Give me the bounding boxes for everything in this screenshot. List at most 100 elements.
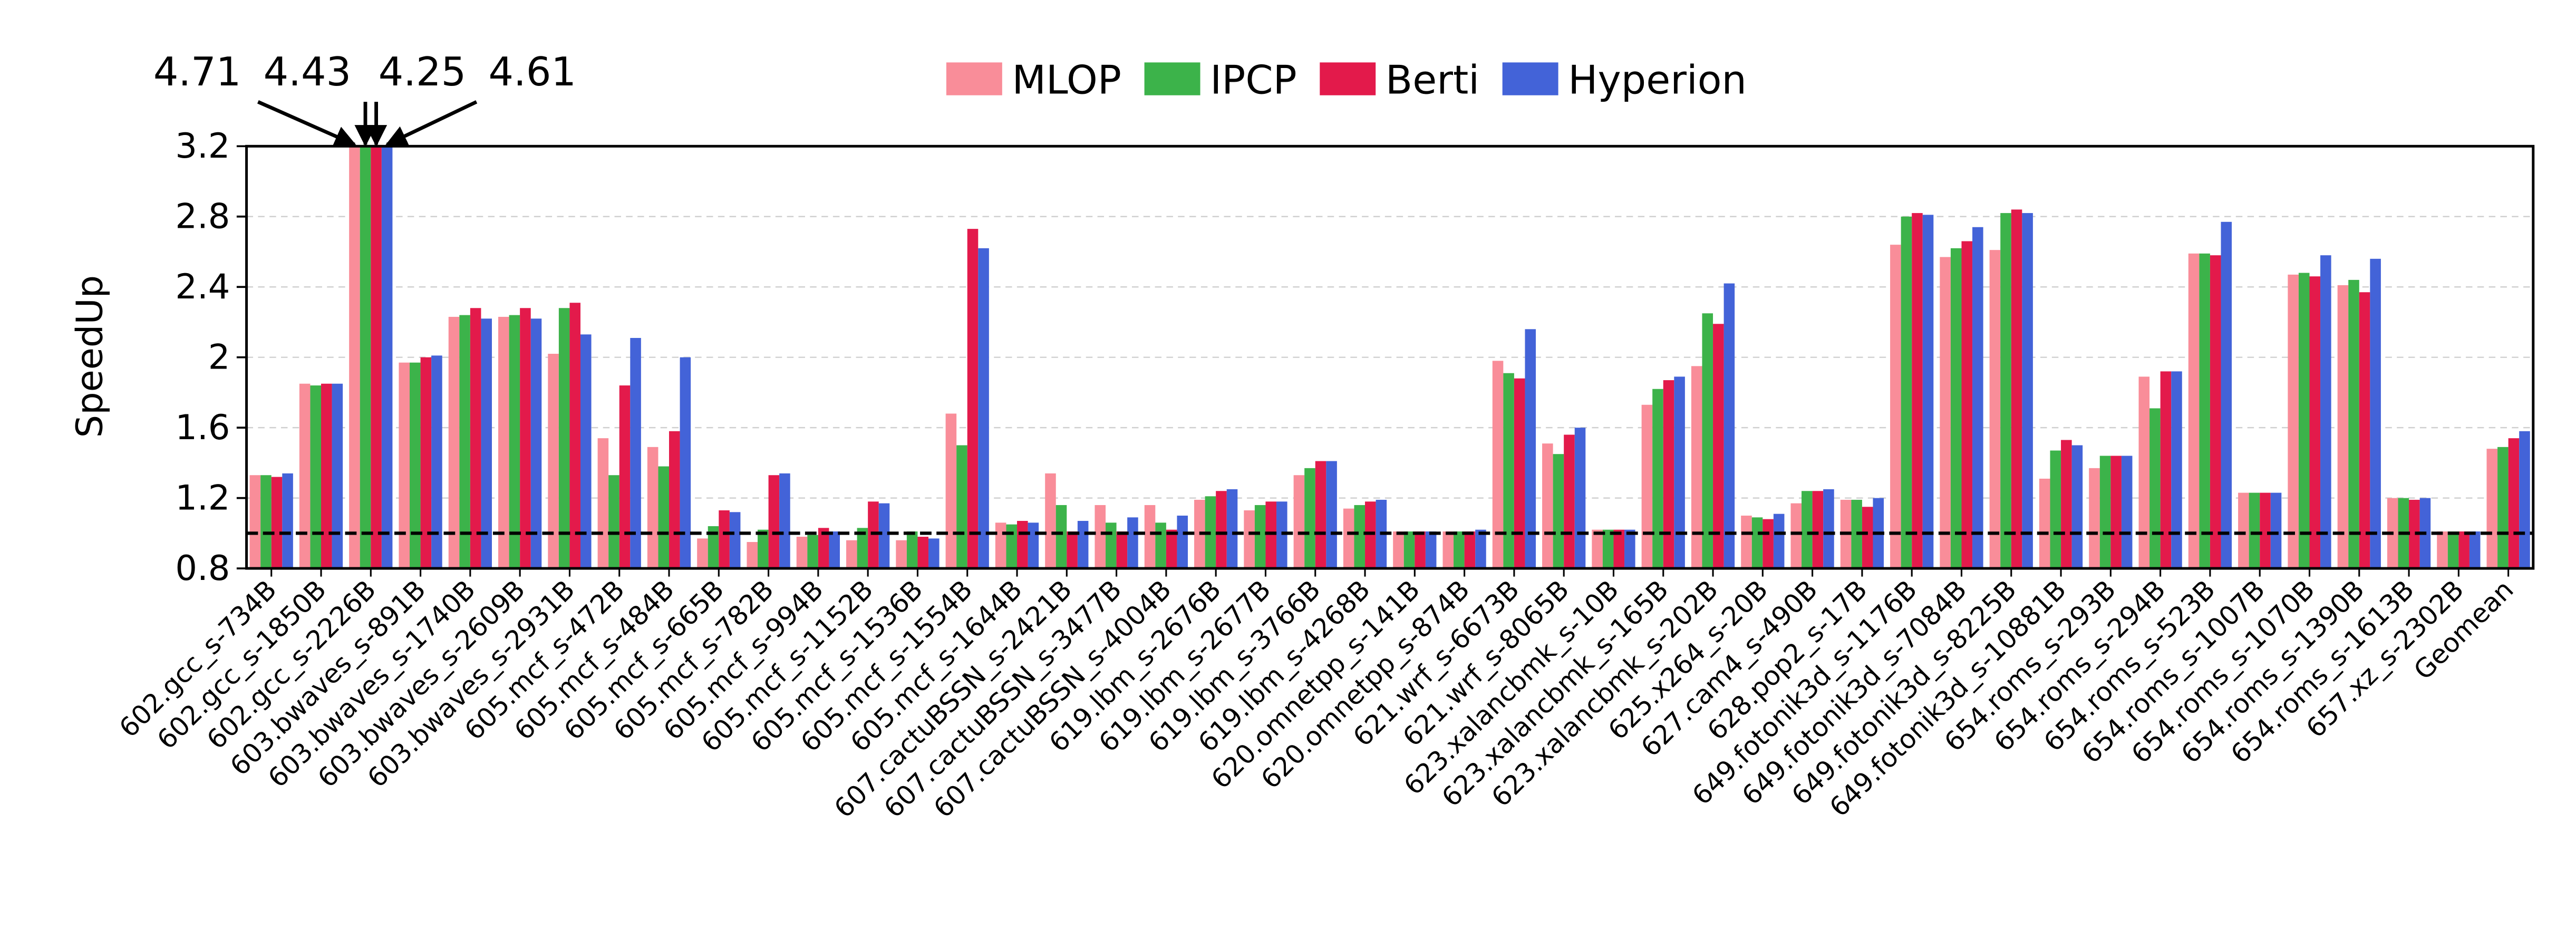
bar xyxy=(1989,250,2001,569)
bar xyxy=(956,445,967,569)
value-annotation: 4.61 xyxy=(488,49,576,95)
bar xyxy=(2437,531,2448,569)
bar xyxy=(1702,313,1713,569)
bar xyxy=(1862,507,1873,569)
bar xyxy=(1723,283,1735,569)
legend-swatch xyxy=(1144,62,1200,95)
bar xyxy=(2270,492,2282,569)
bar xyxy=(818,528,829,569)
legend-swatch xyxy=(1502,62,1558,95)
bar xyxy=(1276,501,1287,569)
bar xyxy=(779,473,790,569)
legend-swatch xyxy=(1320,62,1376,95)
bar xyxy=(1393,531,1404,569)
bar xyxy=(569,303,581,569)
bar xyxy=(321,383,332,569)
bar xyxy=(349,146,360,569)
bars xyxy=(249,146,2530,569)
bar xyxy=(2160,371,2172,569)
bar xyxy=(1972,227,1983,569)
value-annotation: 4.43 xyxy=(264,49,351,95)
bar xyxy=(1226,489,1238,569)
bar xyxy=(1741,515,1752,569)
bar xyxy=(1425,531,1437,569)
bar xyxy=(1503,373,1514,569)
bar xyxy=(1454,531,1465,569)
bar xyxy=(1773,514,1785,569)
bar xyxy=(1812,491,1824,569)
bar xyxy=(917,537,929,569)
bar xyxy=(768,475,780,569)
bar xyxy=(2149,408,2161,569)
bar xyxy=(2050,450,2061,569)
bar xyxy=(2199,253,2210,569)
bar xyxy=(2121,456,2133,569)
bar xyxy=(846,540,857,569)
bar xyxy=(807,535,818,569)
bar xyxy=(2260,492,2271,569)
bar xyxy=(2469,531,2481,569)
bar xyxy=(1415,531,1426,569)
bar xyxy=(1106,522,1117,569)
bar xyxy=(1663,380,1674,569)
bar xyxy=(1823,489,1834,569)
bar xyxy=(2071,445,2083,569)
bar xyxy=(697,538,708,569)
bar xyxy=(630,337,641,569)
bar xyxy=(1464,531,1476,569)
bar xyxy=(1592,529,1603,569)
bar xyxy=(2359,292,2370,569)
y-tick-label: 1.2 xyxy=(175,478,230,518)
bar xyxy=(1553,454,1564,569)
bar xyxy=(2519,431,2530,569)
bar xyxy=(1890,245,1901,569)
bar xyxy=(1006,524,1018,569)
bar xyxy=(2110,456,2122,569)
y-tick-label: 2.8 xyxy=(175,197,230,237)
bar xyxy=(896,540,907,569)
bar xyxy=(2508,438,2520,569)
bar xyxy=(1652,389,1663,569)
bar xyxy=(1045,473,1056,569)
bar xyxy=(360,146,371,569)
bar xyxy=(1542,443,1553,569)
bar xyxy=(1028,522,1039,569)
bar xyxy=(2061,440,2072,569)
bar xyxy=(2188,253,2200,569)
bar xyxy=(1525,329,1536,569)
bar xyxy=(1304,468,1315,569)
bar xyxy=(658,466,670,569)
bar xyxy=(420,357,432,569)
bar xyxy=(2447,531,2459,569)
bar xyxy=(310,385,322,569)
bar xyxy=(299,383,311,569)
bar xyxy=(1077,520,1089,569)
bar xyxy=(2099,456,2111,569)
y-tick-label: 3.2 xyxy=(175,126,230,166)
legend-label: MLOP xyxy=(1012,57,1121,103)
bar xyxy=(1144,505,1156,569)
bar xyxy=(1961,241,1973,569)
bar xyxy=(481,318,492,569)
bar xyxy=(2497,447,2509,569)
bar xyxy=(1514,378,1525,569)
bar xyxy=(271,477,283,569)
bar xyxy=(1354,505,1366,569)
bar xyxy=(509,315,520,569)
bar xyxy=(249,475,261,569)
bar xyxy=(708,526,719,569)
bar xyxy=(1564,434,1575,569)
bar xyxy=(1602,529,1614,569)
bar xyxy=(945,413,957,569)
bar xyxy=(260,475,272,569)
legend-label: Hyperion xyxy=(1568,57,1747,103)
bar xyxy=(608,475,619,569)
bar xyxy=(1475,529,1486,569)
bar xyxy=(878,503,890,569)
bar xyxy=(399,362,410,569)
bar xyxy=(868,501,879,569)
bar xyxy=(1315,461,1326,569)
bar xyxy=(758,529,769,569)
y-tick-label: 2 xyxy=(208,337,230,377)
